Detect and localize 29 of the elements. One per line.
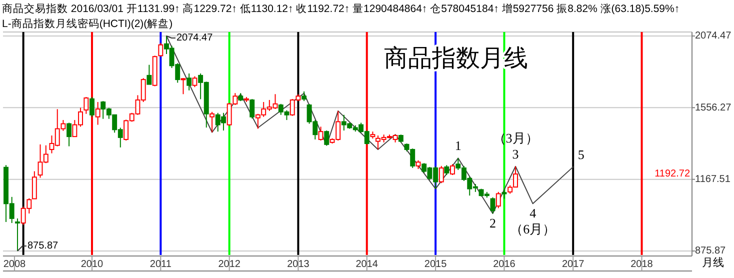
y-tick-label: 1556.27 — [695, 102, 732, 114]
annotation: 2074.47 — [176, 32, 214, 44]
x-tick-label: 2015 — [424, 259, 448, 270]
x-tick-label: 2010 — [80, 259, 104, 270]
y-tick-label: 875.87 — [695, 246, 726, 257]
annotation: 4 — [530, 206, 537, 221]
y-tick-label: 2074.47 — [695, 30, 732, 42]
annotation: 1 — [454, 138, 462, 154]
chart-title: 商品交易指数 2016/03/01 开1131.99↑ 高1229.72↑ 低1130.12↑ 收1192.72↑ 量1290484864↑ 仓578045184↑ 增5927756 振8.82% 涨(63.18)5.59%↑ — [2, 2, 680, 15]
x-tick-label: 2014 — [356, 259, 378, 270]
candlestick — [66, 122, 72, 147]
x-tick-label: 2016 — [493, 259, 516, 270]
annotation: （3月） — [492, 130, 538, 146]
annotation: 5 — [578, 146, 584, 162]
x-tick-label: 2013 — [287, 259, 310, 270]
annotation: （6月） — [510, 222, 556, 237]
text: 月线 — [702, 256, 724, 269]
x-tick-label: 2008 — [3, 259, 26, 270]
annotation: 3 — [512, 146, 519, 162]
x-tick-label: 2012 — [218, 259, 241, 270]
chart-subtitle: L-商品指数月线密码(HCTI)(2)(解盘) — [2, 17, 173, 30]
y-tick-label: 1167.51 — [695, 174, 731, 185]
annotation: 875.87 — [27, 240, 59, 252]
x-tick-label: 2017 — [562, 259, 585, 270]
candlestick — [95, 102, 100, 126]
annotation: 1192.72 — [654, 168, 690, 180]
annotation: 2 — [490, 215, 496, 230]
x-tick-label: 2018 — [630, 259, 654, 270]
x-tick-label: 2011 — [150, 259, 172, 270]
